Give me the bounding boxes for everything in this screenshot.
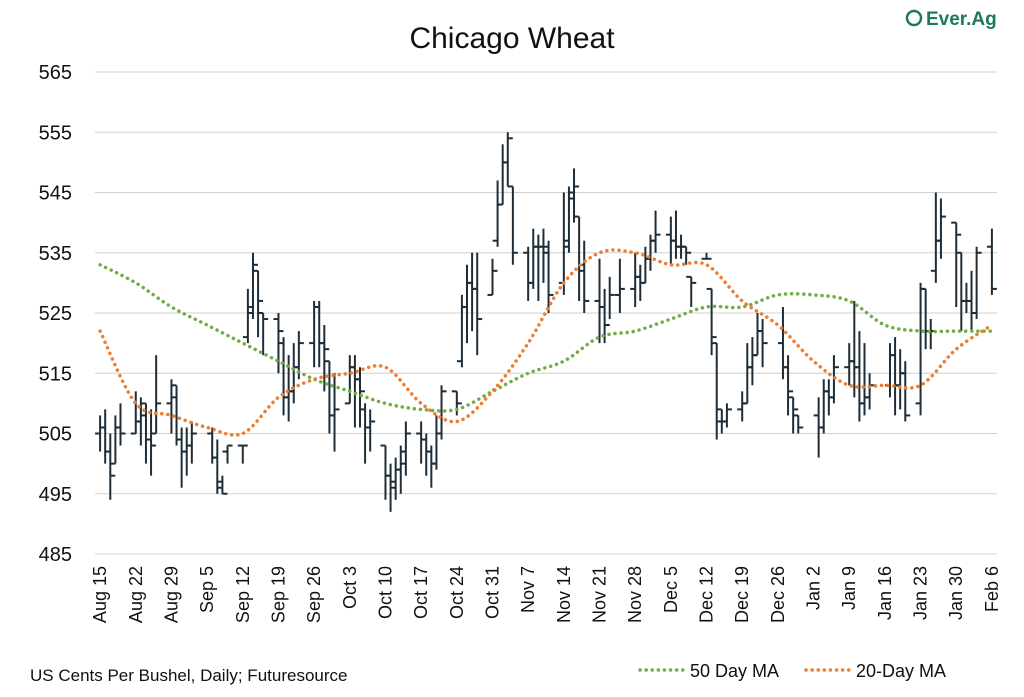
- y-tick-label: 505: [39, 424, 72, 446]
- x-tick-label: Aug 15: [90, 566, 110, 623]
- y-tick-label: 515: [39, 363, 72, 385]
- x-tick-label: Aug 29: [161, 566, 181, 623]
- ohlc-bars: [95, 132, 997, 512]
- x-tick-label: Dec 26: [768, 566, 788, 623]
- x-tick-label: Oct 10: [375, 566, 395, 619]
- x-tick-label: Oct 31: [482, 566, 502, 619]
- moving-average-line: [98, 248, 994, 437]
- x-tick-label: Oct 3: [340, 566, 360, 609]
- x-tick-label: Nov 14: [554, 566, 574, 623]
- x-tick-label: Nov 28: [625, 566, 645, 623]
- x-tick-label: Sep 19: [268, 566, 288, 623]
- x-tick-label: Aug 22: [126, 566, 146, 623]
- x-tick-label: Oct 17: [411, 566, 431, 619]
- y-tick-label: 555: [39, 122, 72, 144]
- legend-label: 50 Day MA: [690, 661, 779, 681]
- x-tick-label: Oct 24: [447, 566, 467, 619]
- legend-label: 20-Day MA: [856, 661, 946, 681]
- x-tick-label: Dec 5: [661, 566, 681, 613]
- x-tick-label: Nov 21: [590, 566, 610, 623]
- x-tick-label: Nov 7: [518, 566, 538, 613]
- chart-title: Chicago Wheat: [409, 22, 615, 55]
- x-tick-label: Jan 16: [875, 566, 895, 620]
- x-tick-label: Jan 23: [911, 566, 931, 620]
- x-tick-label: Dec 19: [732, 566, 752, 623]
- y-tick-label: 535: [39, 243, 72, 265]
- x-tick-label: Feb 6: [982, 566, 1002, 612]
- y-tick-label: 545: [39, 183, 72, 205]
- x-tick-label: Sep 12: [233, 566, 253, 623]
- x-tick-label: Jan 30: [946, 566, 966, 620]
- y-tick-label: 565: [39, 62, 72, 84]
- y-tick-label: 525: [39, 303, 72, 325]
- y-tick-label: 495: [39, 484, 72, 506]
- logo-icon: [905, 9, 923, 27]
- logo: Ever.Ag: [905, 9, 997, 30]
- x-tick-label: Jan 2: [804, 566, 824, 610]
- moving-average-line: [98, 263, 994, 413]
- footnote: US Cents Per Bushel, Daily; Futuresource: [30, 666, 347, 685]
- x-tick-label: Sep 26: [304, 566, 324, 623]
- x-tick-label: Dec 12: [697, 566, 717, 623]
- logo-text: Ever.Ag: [926, 9, 997, 30]
- y-tick-label: 485: [39, 544, 72, 566]
- x-tick-label: Sep 5: [197, 566, 217, 613]
- x-tick-label: Jan 9: [839, 566, 859, 610]
